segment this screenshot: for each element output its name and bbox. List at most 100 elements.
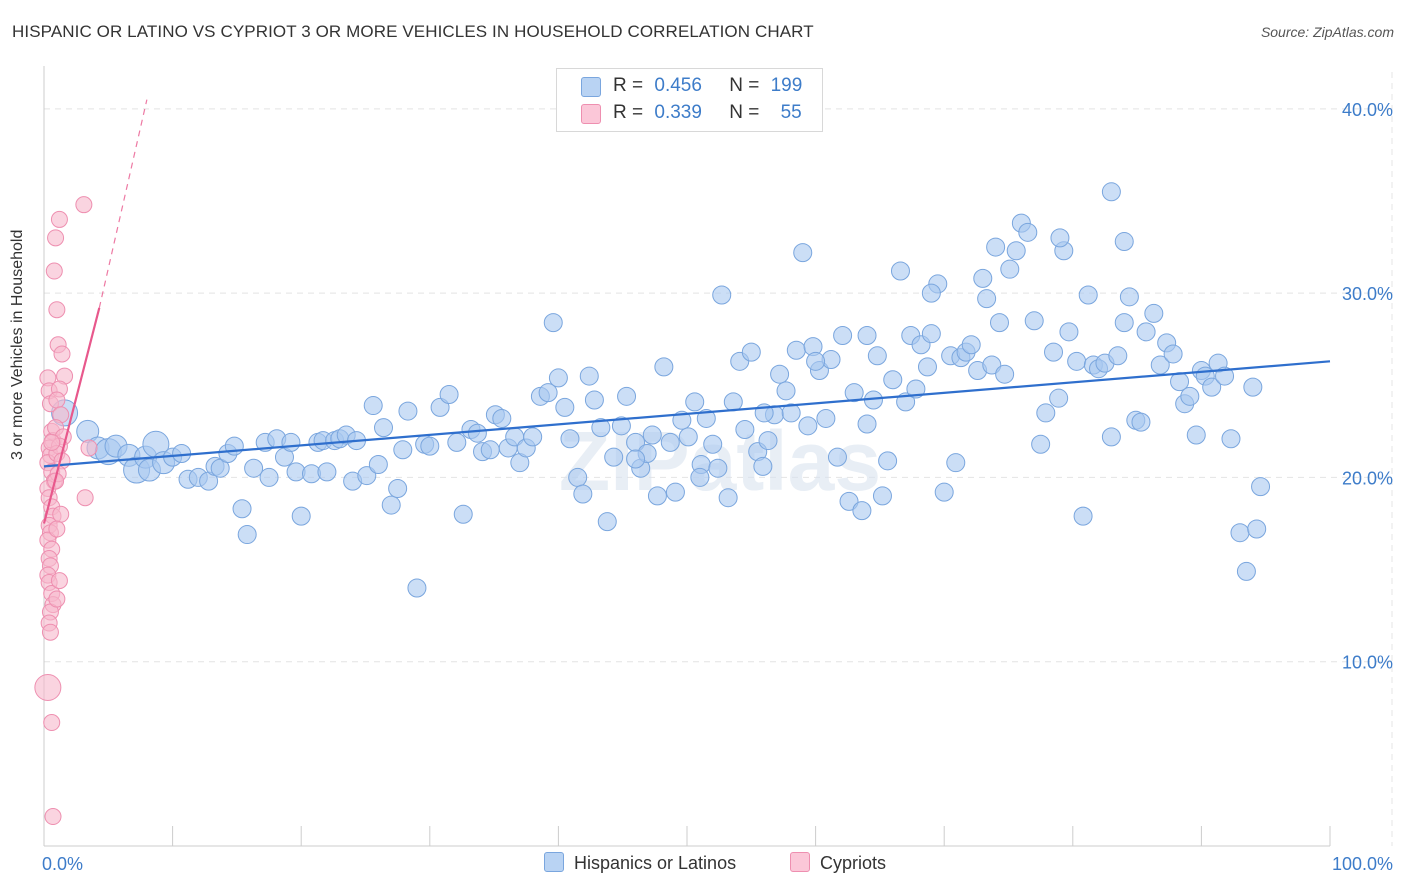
x-tick-label-max: 100.0% — [1332, 854, 1393, 874]
data-point-hispanics — [906, 379, 926, 399]
data-point-hispanics — [604, 447, 624, 467]
data-point-hispanics — [398, 401, 418, 421]
data-point-hispanics — [816, 408, 836, 428]
data-point-hispanics — [453, 504, 473, 524]
data-point-hispanics — [281, 432, 301, 452]
data-point-hispanics — [735, 420, 755, 440]
data-point-hispanics — [1101, 182, 1121, 202]
data-point-hispanics — [381, 495, 401, 515]
data-point-hispanics — [259, 467, 279, 487]
data-point-hispanics — [538, 383, 558, 403]
data-point-hispanics — [995, 364, 1015, 384]
data-point-hispanics — [878, 451, 898, 471]
data-point-hispanics — [723, 392, 743, 412]
data-point-hispanics — [989, 313, 1009, 333]
series-hispanics-points — [51, 182, 1271, 598]
data-point-hispanics — [467, 423, 487, 443]
legend: R = 0.456 N = 199 R = 0.339 N = 55 — [556, 68, 823, 132]
data-point-hispanics — [857, 326, 877, 346]
data-point-hispanics — [806, 351, 826, 371]
data-point-hispanics — [642, 425, 662, 445]
data-point-hispanics — [1101, 427, 1121, 447]
data-point-hispanics — [1215, 366, 1235, 386]
data-point-hispanics — [793, 243, 813, 263]
data-point-hispanics — [1131, 412, 1151, 432]
data-point-hispanics — [770, 364, 790, 384]
x-tick-label-min: 0.0% — [42, 854, 83, 874]
data-point-cypriots — [76, 489, 94, 507]
data-point-hispanics — [1050, 228, 1070, 248]
data-point-hispanics — [210, 458, 230, 478]
data-point-hispanics — [232, 499, 252, 519]
data-point-hispanics — [1018, 222, 1038, 242]
data-point-hispanics — [393, 440, 413, 460]
bottom-legend-swatch-pink — [790, 852, 810, 872]
data-point-hispanics — [665, 482, 685, 502]
data-point-hispanics — [597, 512, 617, 532]
legend-r-value: 0.339 — [654, 102, 702, 123]
data-point-hispanics — [1236, 561, 1256, 581]
data-point-hispanics — [839, 491, 859, 511]
data-point-hispanics — [1044, 342, 1064, 362]
data-point-cypriots — [47, 229, 65, 247]
data-point-hispanics — [867, 346, 887, 366]
data-point-hispanics — [1221, 429, 1241, 449]
data-point-hispanics — [1150, 355, 1170, 375]
data-point-hispanics — [1144, 303, 1164, 323]
data-point-hispanics — [678, 427, 698, 447]
y-tick-label: 20.0% — [1342, 468, 1393, 488]
data-point-cypriots — [43, 714, 61, 732]
data-point-hispanics — [407, 578, 427, 598]
data-point-hispanics — [172, 443, 192, 463]
data-point-hispanics — [718, 488, 738, 508]
data-point-cypriots — [34, 674, 62, 702]
data-point-hispanics — [1163, 344, 1183, 364]
bottom-legend-label-cypriots: Cypriots — [820, 853, 887, 873]
data-point-hispanics — [1230, 523, 1250, 543]
data-point-hispanics — [781, 403, 801, 423]
data-point-hispanics — [647, 486, 667, 506]
data-point-hispanics — [611, 416, 631, 436]
data-point-hispanics — [844, 383, 864, 403]
data-point-hispanics — [237, 525, 257, 545]
data-point-hispanics — [690, 467, 710, 487]
data-point-hispanics — [741, 342, 761, 362]
bottom-legend-cypriots: Cypriots — [790, 852, 886, 874]
data-point-cypriots — [48, 590, 66, 608]
chart-title: HISPANIC OR LATINO VS CYPRIOT 3 OR MORE … — [12, 22, 814, 41]
data-point-hispanics — [568, 467, 588, 487]
data-point-hispanics — [439, 385, 459, 404]
data-point-hispanics — [934, 482, 954, 502]
data-point-cypriots — [44, 808, 62, 826]
data-point-hispanics — [696, 408, 716, 428]
data-point-hispanics — [986, 237, 1006, 257]
data-point-hispanics — [244, 458, 264, 478]
bottom-legend-hispanics: Hispanics or Latinos — [544, 852, 736, 874]
data-point-hispanics — [584, 390, 604, 410]
data-point-hispanics — [890, 261, 910, 281]
data-point-hispanics — [857, 414, 877, 434]
data-point-hispanics — [368, 455, 388, 475]
data-point-hispanics — [1059, 322, 1079, 342]
data-point-hispanics — [1108, 346, 1128, 366]
data-point-hispanics — [703, 434, 723, 454]
data-point-cypriots — [80, 439, 98, 457]
data-point-cypriots — [43, 433, 61, 451]
data-point-hispanics — [1000, 259, 1020, 279]
data-point-hispanics — [1114, 232, 1134, 252]
data-point-hispanics — [363, 396, 383, 416]
data-point-cypriots — [75, 196, 93, 214]
y-tick-label: 10.0% — [1342, 653, 1393, 673]
data-point-hispanics — [1243, 377, 1263, 397]
data-point-hispanics — [1180, 386, 1200, 406]
data-point-hispanics — [1247, 519, 1267, 539]
data-point-cypriots — [52, 505, 70, 523]
tick-labels: 10.0% 20.0% 30.0% 40.0% 0.0% 100.0% — [42, 100, 1393, 874]
trend-line-hispanics — [43, 360, 1331, 468]
series-cypriots-points — [34, 196, 98, 826]
data-point-hispanics — [388, 478, 408, 498]
data-point-cypriots — [50, 210, 68, 228]
data-point-hispanics — [291, 506, 311, 526]
y-tick-label: 30.0% — [1342, 284, 1393, 304]
